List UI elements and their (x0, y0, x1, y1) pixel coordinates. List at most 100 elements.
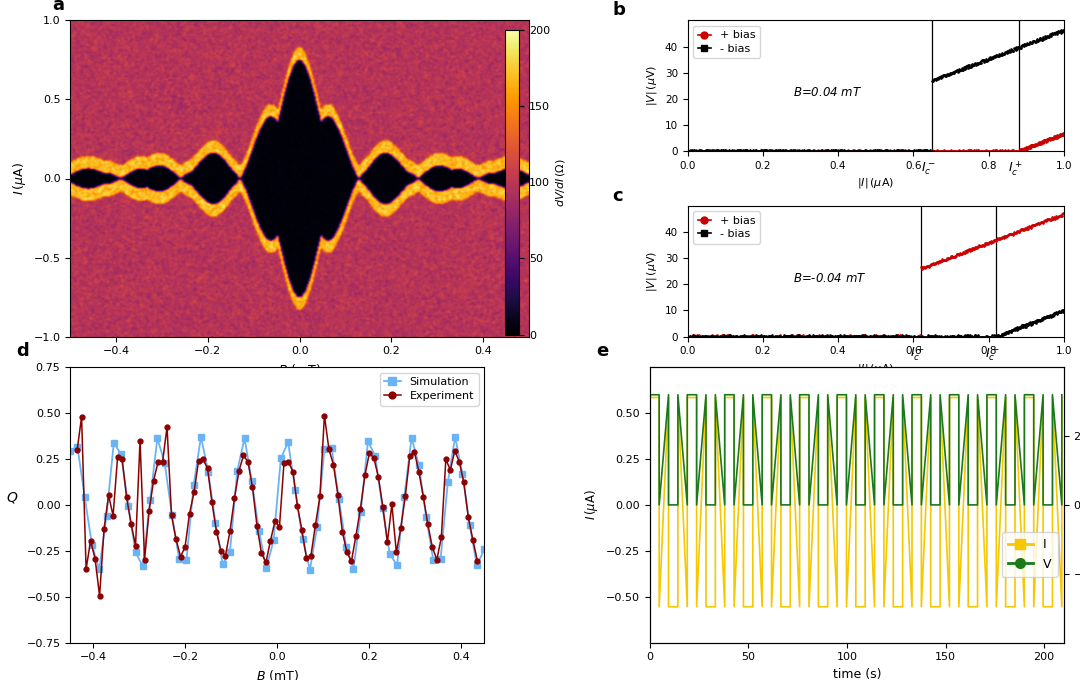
+ bias (738, 331, 755, 342)
+ bias (686, 330, 703, 341)
- bias (816, 331, 834, 342)
- bias (846, 146, 863, 156)
- bias (703, 330, 720, 341)
+ bias (827, 331, 845, 342)
+ bias (942, 146, 959, 156)
+ bias (685, 146, 702, 156)
- bias (921, 331, 939, 342)
+ bias (768, 331, 785, 342)
- bias (767, 146, 784, 156)
Simulation (165, 511, 178, 519)
+ bias (800, 144, 818, 155)
- bias (805, 146, 822, 156)
- bias (685, 145, 702, 156)
- bias (950, 331, 968, 342)
- bias (949, 67, 967, 78)
- bias (726, 146, 743, 156)
- bias (1052, 305, 1069, 316)
- bias (960, 330, 977, 341)
+ bias (949, 146, 967, 156)
+ bias (775, 330, 793, 341)
+ bias (973, 146, 990, 156)
+ bias (912, 146, 929, 156)
- bias (931, 71, 948, 82)
- bias (1007, 325, 1024, 336)
+ bias (1038, 136, 1055, 147)
- bias (856, 330, 874, 341)
+ bias (837, 146, 854, 156)
+ bias (853, 146, 870, 156)
+ bias (739, 331, 756, 342)
+ bias (943, 252, 960, 262)
+ bias (1042, 133, 1059, 143)
- bias (769, 145, 786, 156)
+ bias (889, 330, 906, 341)
- bias (910, 145, 928, 156)
+ bias (1010, 146, 1027, 156)
- bias (1025, 35, 1042, 46)
+ bias (888, 146, 905, 156)
- bias (819, 145, 836, 156)
- bias (1052, 25, 1069, 36)
+ bias (841, 146, 859, 156)
Text: e: e (596, 342, 608, 360)
- bias (792, 146, 809, 156)
- bias (956, 330, 973, 341)
- bias (1049, 308, 1066, 319)
+ bias (854, 330, 872, 341)
+ bias (863, 146, 880, 156)
- bias (995, 330, 1012, 341)
+ bias (959, 244, 976, 255)
- bias (696, 331, 713, 342)
- bias (920, 331, 937, 342)
- bias (764, 330, 781, 341)
+ bias (801, 330, 819, 341)
+ bias (686, 145, 703, 156)
- bias (839, 331, 856, 342)
+ bias (915, 262, 932, 273)
+ bias (707, 331, 725, 342)
- bias (720, 330, 738, 341)
- bias (689, 331, 706, 342)
+ bias (940, 146, 957, 156)
+ bias (791, 146, 808, 156)
+ bias (875, 146, 892, 156)
- bias (943, 67, 960, 78)
+ bias (764, 331, 781, 342)
+ bias (1028, 218, 1045, 229)
- bias (1001, 46, 1018, 57)
+ bias (962, 244, 980, 255)
+ bias (975, 239, 993, 250)
+ bias (742, 146, 759, 156)
+ bias (932, 146, 949, 156)
- bias (1015, 320, 1032, 330)
+ bias (688, 145, 705, 156)
+ bias (1017, 142, 1035, 153)
- bias (1043, 29, 1061, 39)
+ bias (919, 260, 936, 271)
+ bias (950, 145, 968, 156)
+ bias (688, 330, 705, 341)
+ bias (981, 237, 998, 248)
+ bias (835, 146, 852, 156)
+ bias (996, 146, 1013, 156)
- bias (738, 331, 755, 342)
- bias (787, 331, 805, 342)
+ bias (1018, 141, 1036, 152)
- bias (1041, 31, 1058, 41)
+ bias (951, 146, 969, 156)
- bias (980, 53, 997, 64)
+ bias (731, 331, 748, 342)
+ bias (907, 331, 924, 342)
- bias (941, 330, 958, 341)
- bias (956, 62, 973, 73)
- bias (1004, 45, 1022, 56)
- bias (1029, 315, 1047, 326)
+ bias (987, 236, 1004, 247)
- bias (1036, 33, 1053, 44)
- bias (770, 146, 787, 156)
- bias (954, 65, 971, 75)
- bias (991, 330, 1009, 341)
- bias (758, 331, 775, 342)
+ bias (843, 330, 861, 341)
